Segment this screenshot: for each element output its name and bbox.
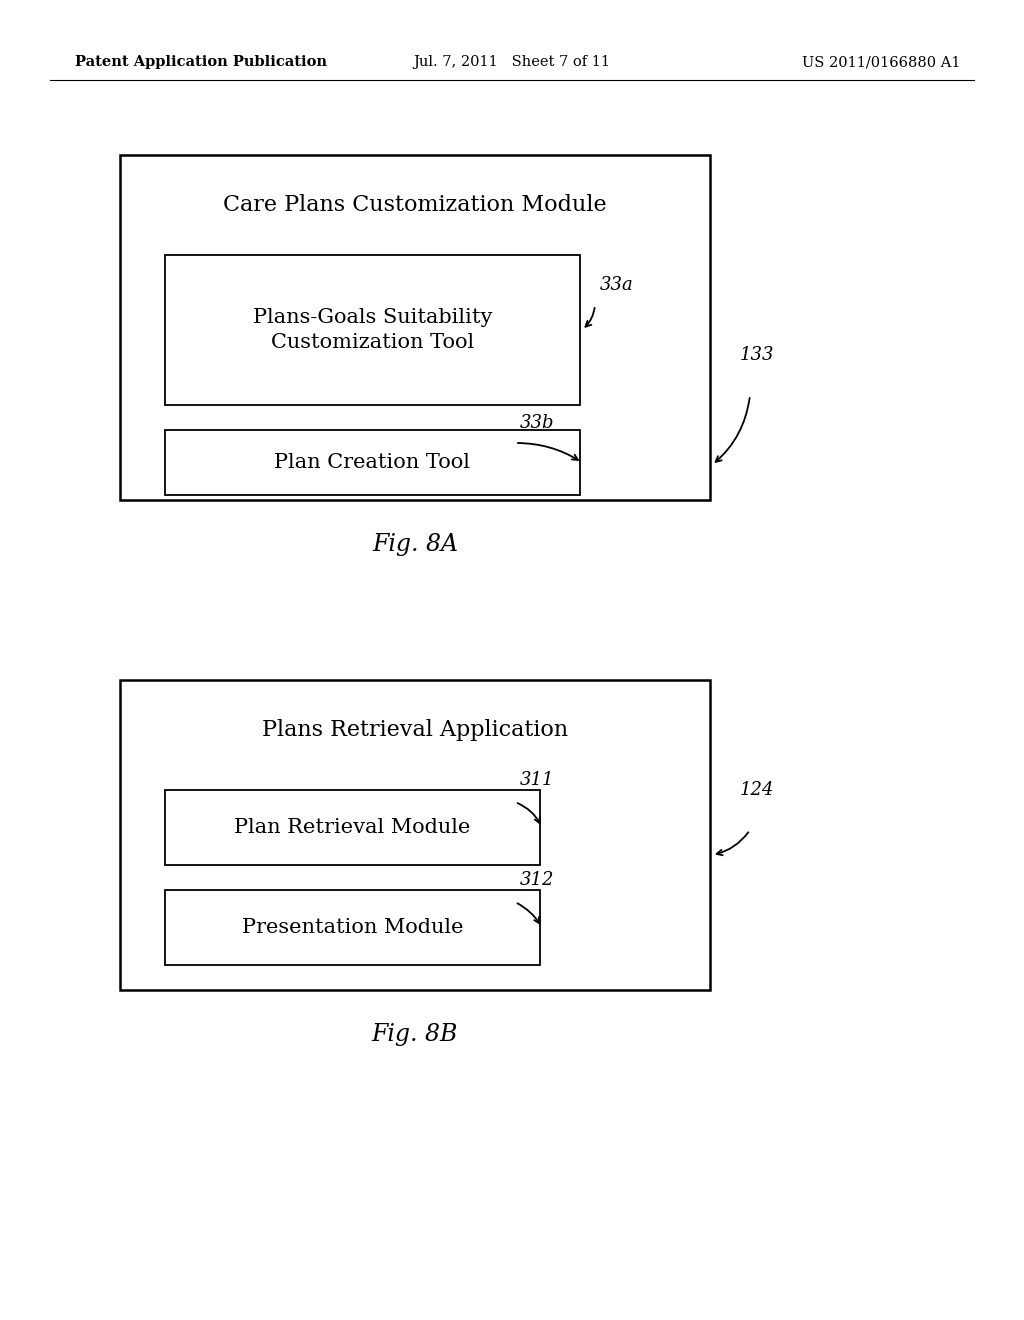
Text: Presentation Module: Presentation Module <box>242 917 463 937</box>
Bar <box>165 255 580 405</box>
Text: Plans Retrieval Application: Plans Retrieval Application <box>262 719 568 741</box>
Text: Jul. 7, 2011   Sheet 7 of 11: Jul. 7, 2011 Sheet 7 of 11 <box>414 55 610 69</box>
Text: Plans-Goals Suitability
Customization Tool: Plans-Goals Suitability Customization To… <box>253 308 493 352</box>
Text: US 2011/0166880 A1: US 2011/0166880 A1 <box>802 55 961 69</box>
Text: 33b: 33b <box>520 414 555 432</box>
Text: Patent Application Publication: Patent Application Publication <box>75 55 327 69</box>
Bar <box>120 154 710 500</box>
Text: Fig. 8A: Fig. 8A <box>372 533 458 557</box>
Text: 124: 124 <box>740 781 774 799</box>
Bar <box>165 430 580 495</box>
Text: Plan Creation Tool: Plan Creation Tool <box>274 453 470 473</box>
Bar <box>120 680 710 990</box>
Text: Care Plans Customization Module: Care Plans Customization Module <box>223 194 607 216</box>
Bar <box>165 890 540 965</box>
Bar <box>165 789 540 865</box>
Text: Fig. 8B: Fig. 8B <box>372 1023 458 1047</box>
Text: 312: 312 <box>520 871 555 888</box>
Text: 33a: 33a <box>600 276 634 294</box>
Text: 311: 311 <box>520 771 555 789</box>
Text: Plan Retrieval Module: Plan Retrieval Module <box>234 818 471 837</box>
Text: 133: 133 <box>740 346 774 364</box>
